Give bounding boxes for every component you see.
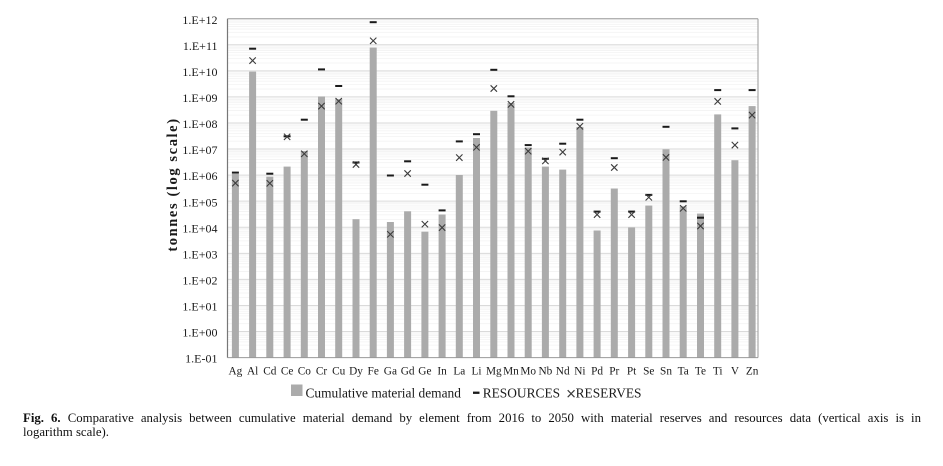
svg-text:Pd: Pd [591,365,603,377]
svg-text:Pr: Pr [609,365,619,377]
svg-text:Cumulative material demand: Cumulative material demand [306,385,462,400]
svg-text:Gd: Gd [401,365,415,377]
svg-text:1.E+06: 1.E+06 [182,169,217,183]
svg-text:Mn: Mn [503,365,519,377]
svg-text:Ni: Ni [574,365,585,377]
svg-text:1.E+07: 1.E+07 [182,143,217,157]
svg-text:Cd: Cd [263,365,277,377]
svg-text:Nb: Nb [538,365,552,377]
svg-text:1.E+08: 1.E+08 [182,117,217,131]
svg-text:Ge: Ge [418,365,431,377]
svg-text:1.E+02: 1.E+02 [182,273,217,287]
svg-text:1.E+11: 1.E+11 [183,39,218,53]
svg-text:Mg: Mg [486,365,502,377]
svg-text:Ag: Ag [228,365,242,377]
svg-text:Ti: Ti [713,365,723,377]
svg-text:Al: Al [247,365,258,377]
svg-text:Zn: Zn [746,365,759,377]
svg-text:Dy: Dy [349,365,363,377]
svg-text:Mo: Mo [520,365,536,377]
svg-text:1.E-01: 1.E-01 [185,352,217,366]
svg-text:Ce: Ce [281,365,294,377]
svg-text:Ta: Ta [678,365,689,377]
svg-text:1.E+00: 1.E+00 [182,326,217,340]
svg-text:1.E+09: 1.E+09 [182,91,217,105]
svg-text:Se: Se [643,365,654,377]
svg-text:1.E+05: 1.E+05 [182,195,217,209]
svg-text:Te: Te [695,365,706,377]
svg-text:Cu: Cu [332,365,346,377]
svg-text:1.E+10: 1.E+10 [182,65,217,79]
svg-text:Li: Li [471,365,481,377]
svg-text:Ga: Ga [384,365,397,377]
svg-text:Cr: Cr [316,365,328,377]
svg-text:1.E+03: 1.E+03 [182,247,217,261]
svg-text:RESERVES: RESERVES [576,385,642,400]
svg-text:RESOURCES: RESOURCES [483,385,560,400]
svg-text:Nd: Nd [556,365,570,377]
svg-text:1.E+12: 1.E+12 [182,13,217,27]
svg-text:Pt: Pt [627,365,637,377]
svg-text:1.E+01: 1.E+01 [182,300,217,314]
svg-text:La: La [453,365,465,377]
svg-text:tonnes (log scale): tonnes (log scale) [165,117,181,251]
svg-text:Fe: Fe [368,365,379,377]
svg-text:In: In [437,365,447,377]
svg-text:V: V [731,365,740,377]
svg-text:Sn: Sn [660,365,672,377]
svg-text:Co: Co [298,365,312,377]
svg-text:1.E+04: 1.E+04 [182,221,217,235]
